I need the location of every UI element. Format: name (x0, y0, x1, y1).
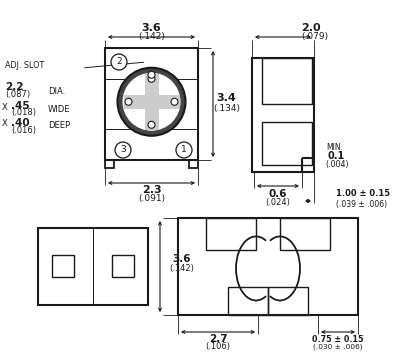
Bar (105, 48, 198, 160)
Text: X: X (2, 119, 8, 129)
Text: 3.6: 3.6 (173, 254, 191, 264)
Circle shape (171, 98, 178, 105)
Text: 0.75 ± 0.15: 0.75 ± 0.15 (312, 334, 364, 343)
Text: 2.3: 2.3 (142, 185, 161, 195)
Text: (.030 ± .006): (.030 ± .006) (313, 344, 363, 350)
Circle shape (118, 68, 186, 136)
Bar (112, 255, 134, 277)
Bar (206, 218, 256, 250)
Text: 0.6: 0.6 (269, 189, 287, 199)
Circle shape (125, 98, 132, 105)
Text: 3.4: 3.4 (216, 93, 236, 103)
Text: (.142): (.142) (138, 32, 165, 41)
Bar (52, 255, 74, 277)
Text: (.087): (.087) (5, 90, 30, 99)
Circle shape (115, 142, 131, 158)
Text: (.134): (.134) (214, 103, 240, 113)
Bar (262, 122, 312, 165)
Circle shape (111, 54, 127, 70)
Text: .45: .45 (11, 101, 30, 111)
Circle shape (148, 71, 155, 78)
Bar (105, 160, 114, 168)
Text: (.004): (.004) (325, 159, 349, 168)
Bar (228, 287, 268, 315)
Text: 0.1: 0.1 (328, 151, 345, 161)
Circle shape (148, 121, 155, 128)
Text: MIN.: MIN. (326, 143, 343, 152)
Text: DIA.: DIA. (48, 86, 65, 95)
Bar (268, 287, 308, 315)
Text: X: X (2, 102, 8, 111)
Text: 1.00 ± 0.15: 1.00 ± 0.15 (336, 189, 390, 199)
Text: 3.6: 3.6 (142, 23, 161, 33)
Text: (.039 ± .006): (.039 ± .006) (336, 200, 387, 208)
Bar (178, 218, 358, 315)
Text: (.079): (.079) (301, 32, 328, 41)
Text: (.016): (.016) (11, 126, 36, 135)
Text: ADJ. SLOT: ADJ. SLOT (5, 61, 44, 69)
Bar (124, 95, 180, 109)
Bar (252, 58, 314, 172)
Circle shape (176, 142, 192, 158)
Text: (.018): (.018) (11, 109, 36, 118)
Circle shape (148, 75, 155, 82)
Text: .40: .40 (11, 118, 30, 128)
Circle shape (122, 73, 180, 131)
Text: 2.7: 2.7 (209, 334, 227, 344)
Text: (.106): (.106) (206, 343, 230, 351)
Text: (.024): (.024) (266, 197, 290, 207)
Text: WIDE: WIDE (48, 105, 70, 114)
Text: 3: 3 (120, 146, 126, 155)
Bar (262, 58, 312, 103)
Bar (38, 228, 148, 305)
Bar (280, 218, 330, 250)
Text: 2.0: 2.0 (301, 23, 321, 33)
Text: 2: 2 (116, 57, 122, 66)
Bar (189, 160, 198, 168)
Text: 1: 1 (181, 146, 187, 155)
Text: 2.2: 2.2 (5, 82, 24, 92)
Text: DEEP: DEEP (48, 122, 70, 131)
Text: (.142): (.142) (170, 265, 194, 273)
Text: (.091): (.091) (138, 193, 165, 203)
Bar (144, 74, 158, 130)
